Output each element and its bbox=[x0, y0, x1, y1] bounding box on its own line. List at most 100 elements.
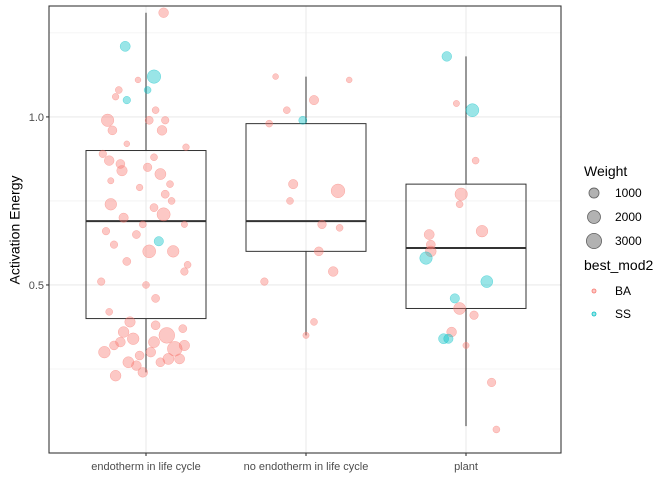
data-point-ba bbox=[161, 116, 170, 125]
data-point-ba bbox=[260, 277, 269, 286]
data-point-ba bbox=[272, 73, 279, 80]
data-point-ba bbox=[475, 225, 489, 238]
data-point-ba bbox=[151, 294, 160, 303]
data-point-ba bbox=[150, 153, 158, 161]
data-point-ss bbox=[465, 103, 480, 117]
panel-border bbox=[48, 5, 562, 454]
data-point-ba bbox=[104, 198, 117, 211]
data-point-ba bbox=[112, 93, 120, 101]
data-point-ba bbox=[346, 76, 353, 84]
data-point-ss bbox=[441, 51, 452, 62]
data-point-ba bbox=[155, 357, 166, 368]
data-point-ba bbox=[156, 207, 171, 222]
data-point-ba bbox=[136, 183, 144, 192]
data-point-ba bbox=[150, 320, 161, 331]
data-point-ba bbox=[423, 229, 435, 240]
data-point-ba bbox=[123, 140, 130, 147]
data-point-ba bbox=[134, 350, 145, 361]
data-point-ba bbox=[98, 149, 107, 158]
data-point-ba bbox=[124, 316, 136, 328]
legend: Weight 1000 2000 3000 best_mod2 BA SS bbox=[584, 163, 653, 321]
data-point-ba bbox=[492, 425, 501, 434]
legend-color-label: SS bbox=[615, 307, 631, 321]
data-point-ba bbox=[101, 227, 111, 236]
data-point-ba bbox=[426, 239, 436, 250]
data-point-ba bbox=[115, 159, 126, 169]
box-iqr bbox=[405, 183, 527, 309]
data-point-ba bbox=[446, 326, 457, 338]
data-point-ba bbox=[288, 179, 299, 190]
data-point-ba bbox=[167, 245, 180, 258]
data-point-ss bbox=[153, 236, 164, 247]
data-point-ba bbox=[166, 180, 174, 188]
data-point-ba bbox=[160, 189, 170, 199]
data-point-ba bbox=[115, 86, 123, 94]
data-point-ba bbox=[145, 347, 156, 358]
data-point-ba bbox=[167, 341, 183, 357]
x-tick-label: endotherm in life cycle bbox=[91, 461, 200, 473]
data-point-ba bbox=[330, 183, 346, 198]
legend-color-label: BA bbox=[615, 284, 631, 298]
data-point-ba bbox=[158, 7, 169, 18]
data-point-ba bbox=[314, 246, 324, 257]
data-point-ba bbox=[104, 155, 115, 166]
data-point-ba bbox=[167, 197, 176, 205]
data-point-ss bbox=[122, 96, 131, 105]
legend-size-key bbox=[585, 232, 603, 250]
data-point-ba bbox=[148, 336, 160, 348]
legend-size-label: 3000 bbox=[615, 234, 642, 248]
legend-size-label: 2000 bbox=[615, 210, 642, 224]
data-point-ba bbox=[142, 244, 156, 259]
x-tick-label: plant bbox=[454, 461, 478, 473]
y-axis-title: Activation Energy bbox=[7, 176, 23, 285]
data-point-ba bbox=[107, 125, 118, 136]
data-point-ba bbox=[302, 331, 310, 339]
data-point-ss bbox=[298, 115, 308, 125]
data-point-ba bbox=[144, 115, 154, 125]
data-point-ba bbox=[134, 76, 142, 84]
legend-size-key bbox=[587, 210, 601, 224]
data-point-ba bbox=[265, 119, 273, 128]
data-point-ss bbox=[480, 275, 494, 288]
data-point-ba bbox=[283, 106, 291, 114]
box-iqr bbox=[85, 150, 207, 320]
data-point-ba bbox=[317, 219, 327, 229]
data-point-ba bbox=[156, 125, 168, 136]
data-point-ba bbox=[137, 367, 148, 378]
legend-color-title: best_mod2 bbox=[584, 257, 653, 273]
data-point-ba bbox=[127, 332, 140, 345]
data-point-ba bbox=[182, 143, 190, 151]
data-point-ba bbox=[158, 327, 175, 344]
data-point-ba bbox=[462, 342, 470, 349]
data-point-ba bbox=[122, 257, 132, 266]
data-point-ba bbox=[122, 356, 135, 369]
data-point-ba bbox=[455, 200, 464, 209]
data-point-ba bbox=[109, 240, 119, 249]
data-point-ss bbox=[147, 69, 161, 84]
y-tick-label: 1.0 bbox=[29, 112, 44, 124]
data-point-ba bbox=[335, 224, 344, 232]
box-iqr bbox=[245, 123, 367, 252]
data-point-ba bbox=[131, 360, 142, 371]
data-point-ba bbox=[149, 203, 159, 212]
data-point-ba bbox=[151, 106, 160, 114]
data-point-ba bbox=[105, 308, 113, 316]
data-point-ba bbox=[132, 230, 141, 239]
data-point-ba bbox=[180, 267, 189, 276]
x-tick-label: no endotherm in life cycle bbox=[244, 461, 369, 473]
data-point-ba bbox=[471, 156, 480, 165]
boxplots bbox=[85, 12, 527, 427]
data-point-ba bbox=[183, 261, 192, 269]
data-point-ba bbox=[154, 168, 167, 180]
data-point-ba bbox=[97, 277, 106, 286]
data-point-ba bbox=[178, 324, 188, 333]
data-point-ba bbox=[109, 370, 122, 382]
data-point-ba bbox=[452, 100, 460, 107]
data-point-ss bbox=[443, 333, 454, 344]
data-point-ba bbox=[174, 353, 185, 365]
data-point-ba bbox=[178, 339, 190, 351]
axes: 0.5 1.0 endotherm in life cycle no endother… bbox=[29, 112, 478, 473]
data-point-ba bbox=[101, 113, 115, 127]
